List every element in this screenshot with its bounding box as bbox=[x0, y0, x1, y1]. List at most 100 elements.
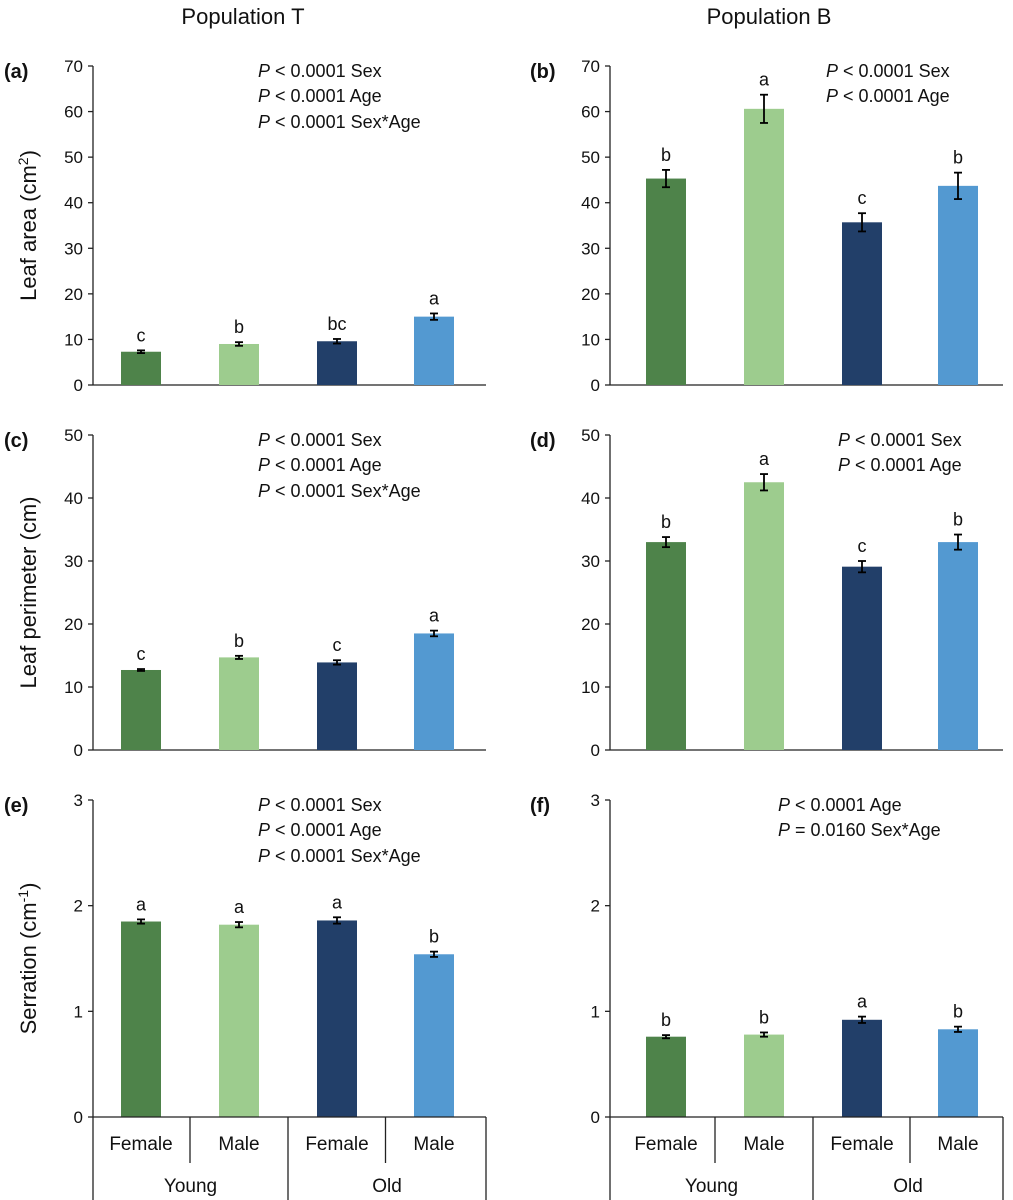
significance-letter: b bbox=[661, 512, 671, 532]
bar-b-3 bbox=[842, 222, 882, 385]
stat-text: < 0.0001 Sex bbox=[850, 430, 962, 450]
y-axis-title-superscript: 2 bbox=[15, 157, 31, 165]
significance-letter: a bbox=[234, 897, 245, 917]
x-group-label: Young bbox=[164, 1176, 217, 1197]
column-title-population-t: Population T bbox=[181, 4, 304, 29]
stat-text: < 0.0001 Age bbox=[838, 86, 950, 106]
bar-a-3 bbox=[317, 341, 357, 385]
bar-d-3 bbox=[842, 566, 882, 750]
y-tick-label: 30 bbox=[64, 552, 83, 571]
y-tick-label: 20 bbox=[581, 615, 600, 634]
y-tick-label: 50 bbox=[64, 148, 83, 167]
y-axis-title-text: Leaf area (cm bbox=[16, 165, 41, 301]
bar-a-1 bbox=[121, 351, 161, 385]
y-tick-label: 40 bbox=[64, 489, 83, 508]
y-axis-title-close: ) bbox=[16, 150, 41, 157]
y-tick-label: 40 bbox=[581, 194, 600, 213]
panel-label: (b) bbox=[530, 61, 556, 83]
y-tick-label: 60 bbox=[64, 103, 83, 122]
significance-letter: b bbox=[953, 510, 963, 530]
bar-f-3 bbox=[842, 1019, 882, 1117]
stat-text: < 0.0001 Sex bbox=[270, 795, 382, 815]
y-tick-label: 2 bbox=[591, 897, 600, 916]
bar-d-4 bbox=[938, 542, 978, 750]
significance-letter: a bbox=[759, 70, 770, 90]
bar-c-4 bbox=[414, 633, 454, 750]
significance-letter: a bbox=[136, 894, 147, 914]
panel-label: (d) bbox=[530, 430, 556, 452]
stat-text: < 0.0001 Age bbox=[850, 455, 962, 475]
stat-annotation: P < 0.0001 Sex*Age bbox=[258, 112, 421, 132]
stat-p-symbol: P bbox=[258, 481, 270, 501]
y-tick-label: 0 bbox=[591, 741, 600, 760]
y-axis-title: Leaf area (cm2) bbox=[15, 150, 41, 301]
y-axis-title-superscript: -1 bbox=[15, 890, 31, 903]
x-category-label: Male bbox=[218, 1134, 259, 1155]
y-tick-label: 40 bbox=[64, 194, 83, 213]
bar-b-1 bbox=[646, 178, 686, 385]
bar-c-2 bbox=[219, 657, 259, 750]
significance-letter: b bbox=[661, 145, 671, 165]
y-tick-label: 30 bbox=[581, 552, 600, 571]
y-tick-label: 10 bbox=[64, 678, 83, 697]
significance-letter: c bbox=[333, 635, 342, 655]
stat-text: = 0.0160 Sex*Age bbox=[790, 820, 941, 840]
x-category-label: Male bbox=[743, 1134, 784, 1155]
bar-b-2 bbox=[744, 108, 784, 385]
y-tick-label: 0 bbox=[74, 1108, 83, 1127]
bar-a-4 bbox=[414, 316, 454, 385]
x-category-label: Female bbox=[830, 1134, 893, 1155]
panel-label: (c) bbox=[4, 430, 28, 452]
bar-f-2 bbox=[744, 1034, 784, 1117]
y-tick-label: 70 bbox=[581, 57, 600, 76]
stat-text: < 0.0001 Sex*Age bbox=[270, 481, 421, 501]
significance-letter: a bbox=[332, 892, 343, 912]
y-tick-label: 30 bbox=[581, 239, 600, 258]
bar-e-2 bbox=[219, 924, 259, 1117]
y-tick-label: 50 bbox=[581, 148, 600, 167]
bar-f-1 bbox=[646, 1036, 686, 1117]
stat-annotation: P < 0.0001 Age bbox=[258, 455, 382, 475]
stat-p-symbol: P bbox=[778, 795, 790, 815]
stat-annotation: P < 0.0001 Sex bbox=[258, 795, 382, 815]
stat-p-symbol: P bbox=[258, 846, 270, 866]
stat-annotation: P < 0.0001 Age bbox=[826, 86, 950, 106]
y-tick-label: 2 bbox=[74, 897, 83, 916]
stat-text: < 0.0001 Sex*Age bbox=[270, 112, 421, 132]
stat-annotation: P < 0.0001 Sex bbox=[258, 61, 382, 81]
stat-text: < 0.0001 Age bbox=[790, 795, 902, 815]
y-axis-title-text: Leaf perimeter (cm) bbox=[16, 497, 41, 689]
y-tick-label: 0 bbox=[74, 376, 83, 395]
y-tick-label: 60 bbox=[581, 103, 600, 122]
panel-label: (e) bbox=[4, 795, 28, 817]
stat-text: < 0.0001 Age bbox=[270, 86, 382, 106]
stat-text: < 0.0001 Sex*Age bbox=[270, 846, 421, 866]
significance-letter: c bbox=[137, 325, 146, 345]
y-tick-label: 40 bbox=[581, 489, 600, 508]
significance-letter: b bbox=[759, 1007, 769, 1027]
y-tick-label: 70 bbox=[64, 57, 83, 76]
y-tick-label: 3 bbox=[591, 791, 600, 810]
y-tick-label: 0 bbox=[591, 376, 600, 395]
stat-p-symbol: P bbox=[258, 112, 270, 132]
y-tick-label: 30 bbox=[64, 239, 83, 258]
bar-c-3 bbox=[317, 662, 357, 750]
y-tick-label: 3 bbox=[74, 791, 83, 810]
significance-letter: b bbox=[953, 148, 963, 168]
x-category-label: Male bbox=[937, 1134, 978, 1155]
y-tick-label: 20 bbox=[581, 285, 600, 304]
bar-d-2 bbox=[744, 482, 784, 750]
panel-label: (a) bbox=[4, 61, 28, 83]
significance-letter: b bbox=[234, 317, 244, 337]
significance-letter: b bbox=[429, 927, 439, 947]
stat-p-symbol: P bbox=[838, 430, 850, 450]
stat-annotation: P < 0.0001 Sex bbox=[258, 430, 382, 450]
significance-letter: b bbox=[661, 1010, 671, 1030]
stat-p-symbol: P bbox=[258, 86, 270, 106]
stat-p-symbol: P bbox=[258, 61, 270, 81]
stat-annotation: P < 0.0001 Age bbox=[258, 86, 382, 106]
